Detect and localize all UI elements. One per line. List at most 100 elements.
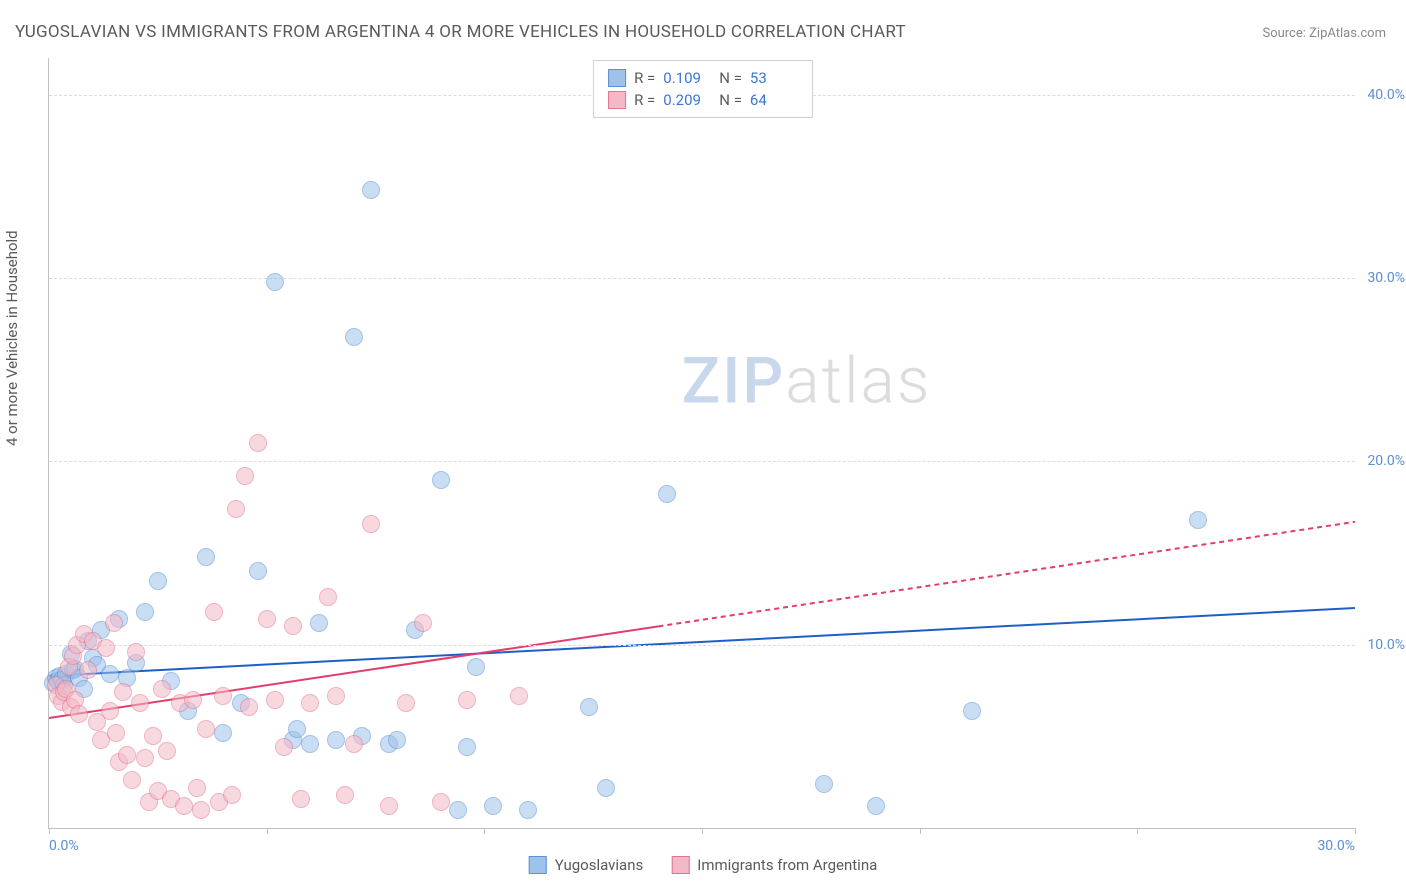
gridline: [49, 461, 1355, 462]
scatter-point: [266, 273, 284, 291]
scatter-point: [327, 687, 345, 705]
scatter-point: [310, 614, 328, 632]
scatter-point: [127, 643, 145, 661]
scatter-point: [397, 694, 415, 712]
r-value: 0.209: [663, 89, 711, 111]
scatter-point: [214, 687, 232, 705]
scatter-point: [580, 698, 598, 716]
scatter-point: [118, 746, 136, 764]
correlation-legend: R =0.109N =53R =0.209N =64: [593, 60, 813, 118]
r-label: R =: [634, 67, 655, 89]
series-label: Immigrants from Argentina: [697, 856, 877, 874]
gridline: [49, 645, 1355, 646]
scatter-point: [284, 617, 302, 635]
legend-swatch: [529, 856, 547, 874]
scatter-point: [188, 779, 206, 797]
y-tick-label: 10.0%: [1367, 637, 1405, 653]
series-legend-item: Yugoslavians: [529, 856, 644, 874]
series-label: Yugoslavians: [555, 856, 644, 874]
series-legend: Yugoslavians Immigrants from Argentina: [529, 856, 878, 874]
scatter-point: [510, 687, 528, 705]
x-tick-label: 0.0%: [49, 838, 79, 854]
scatter-point: [362, 515, 380, 533]
scatter-point: [449, 801, 467, 819]
scatter-point: [301, 694, 319, 712]
scatter-point: [458, 691, 476, 709]
chart-title: YUGOSLAVIAN VS IMMIGRANTS FROM ARGENTINA…: [15, 22, 906, 42]
legend-swatch: [671, 856, 689, 874]
scatter-point: [963, 702, 981, 720]
scatter-point: [136, 749, 154, 767]
scatter-point: [236, 467, 254, 485]
scatter-point: [519, 801, 537, 819]
scatter-point: [658, 485, 676, 503]
x-tick-label: 30.0%: [1317, 838, 1355, 854]
scatter-point: [136, 603, 154, 621]
y-tick-label: 20.0%: [1367, 453, 1405, 469]
scatter-point: [867, 797, 885, 815]
scatter-point: [101, 665, 119, 683]
y-tick-label: 40.0%: [1367, 87, 1405, 103]
scatter-point: [105, 614, 123, 632]
scatter-point: [79, 661, 97, 679]
scatter-point: [123, 771, 141, 789]
n-value: 64: [750, 89, 798, 111]
scatter-point: [227, 500, 245, 518]
r-label: R =: [634, 89, 655, 111]
scatter-point: [114, 683, 132, 701]
x-tick: [267, 828, 268, 834]
scatter-point: [131, 694, 149, 712]
scatter-point: [345, 735, 363, 753]
scatter-point: [149, 572, 167, 590]
scatter-point: [388, 731, 406, 749]
r-value: 0.109: [663, 67, 711, 89]
scatter-point: [249, 434, 267, 452]
x-tick: [702, 828, 703, 834]
y-axis-label: 4 or more Vehicles in Household: [3, 230, 21, 446]
plot-area: ZIPatlas 10.0%20.0%30.0%40.0%0.0%30.0%: [48, 58, 1355, 829]
scatter-point: [258, 610, 276, 628]
scatter-point: [266, 691, 284, 709]
scatter-point: [214, 724, 232, 742]
scatter-point: [345, 328, 363, 346]
n-value: 53: [750, 67, 798, 89]
scatter-point: [815, 775, 833, 793]
scatter-point: [107, 724, 125, 742]
watermark-zip: ZIP: [682, 344, 786, 419]
scatter-point: [240, 698, 258, 716]
scatter-point: [158, 742, 176, 760]
scatter-point: [432, 471, 450, 489]
x-tick: [920, 828, 921, 834]
watermark-atlas: atlas: [785, 344, 931, 419]
y-tick-label: 30.0%: [1367, 270, 1405, 286]
x-tick: [484, 828, 485, 834]
x-tick: [1137, 828, 1138, 834]
gridline: [49, 278, 1355, 279]
watermark: ZIPatlas: [682, 344, 932, 419]
scatter-point: [70, 705, 88, 723]
scatter-point: [101, 702, 119, 720]
scatter-point: [249, 562, 267, 580]
source-label: Source: ZipAtlas.com: [1262, 26, 1386, 41]
scatter-point: [380, 797, 398, 815]
legend-swatch: [608, 91, 626, 109]
scatter-point: [288, 720, 306, 738]
scatter-point: [144, 727, 162, 745]
scatter-point: [327, 731, 345, 749]
legend-row: R =0.209N =64: [608, 89, 798, 111]
scatter-point: [197, 720, 215, 738]
scatter-point: [362, 181, 380, 199]
scatter-point: [1189, 511, 1207, 529]
scatter-point: [432, 793, 450, 811]
scatter-point: [467, 658, 485, 676]
scatter-point: [205, 603, 223, 621]
scatter-point: [275, 738, 293, 756]
legend-row: R =0.109N =53: [608, 67, 798, 89]
series-legend-item: Immigrants from Argentina: [671, 856, 877, 874]
scatter-point: [484, 797, 502, 815]
scatter-point: [153, 680, 171, 698]
chart-container: YUGOSLAVIAN VS IMMIGRANTS FROM ARGENTINA…: [0, 0, 1406, 892]
scatter-point: [301, 735, 319, 753]
scatter-point: [336, 786, 354, 804]
scatter-point: [175, 797, 193, 815]
